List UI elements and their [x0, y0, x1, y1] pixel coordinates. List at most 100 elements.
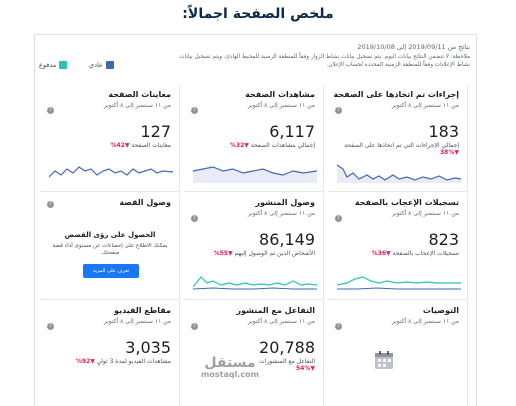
card-desc: إجمالي مشاهدات الصفحة ▼32%: [226, 142, 315, 149]
card-desc: مشاهدات الفيديو لمدة 3 ثوانٍ ▼92%: [72, 358, 171, 365]
legend-paid: مدفوع: [39, 61, 68, 69]
card-value: 6,117: [269, 122, 315, 141]
card-date: من ١١ سبتمبر إلى ٨ أكتوبر: [391, 210, 459, 217]
card-videos[interactable]: مقاطع الفيديو من ١١ سبتمبر إلى ٨ أكتوبر …: [41, 301, 180, 406]
info-icon[interactable]: i: [47, 107, 54, 114]
sparkline-line-organic: [193, 287, 317, 290]
card-title: التفاعل مع المنشور: [236, 306, 315, 315]
sparkline-area: [193, 167, 317, 183]
learn-more-button[interactable]: تعرف على المزيد: [83, 264, 139, 278]
card-likes[interactable]: تسجيلات الإعجاب بالصفحة من ١١ سبتمبر إلى…: [329, 193, 468, 300]
card-reach[interactable]: وصول المنشور من ١١ سبتمبر إلى ٨ أكتوبر i…: [185, 193, 324, 300]
card-desc-text: إجمالي الإجراءات التي تم اتخاذها على الص…: [344, 142, 459, 149]
info-icon[interactable]: i: [191, 107, 198, 114]
info-icon[interactable]: i: [335, 215, 342, 222]
card-title: التوصيات: [422, 306, 459, 315]
info-icon[interactable]: i: [191, 323, 198, 330]
card-desc: معاينات الصفحة ▼42%: [106, 142, 171, 149]
story-insights-heading: الحصول على رؤى القصص: [64, 231, 156, 239]
card-date: من ١١ سبتمبر إلى ٨ أكتوبر: [391, 318, 459, 325]
card-actions[interactable]: إجراءات تم اتخاذها على الصفحة من ١١ سبتم…: [329, 85, 468, 192]
card-title: وصول المنشور: [255, 198, 315, 207]
sparkline-chart: [193, 276, 317, 290]
change-badge: ▼54%: [296, 365, 315, 372]
down-arrow-icon: ▼: [124, 142, 130, 149]
card-desc-text: إجمالي مشاهدات الصفحة: [250, 142, 315, 149]
card-title: تسجيلات الإعجاب بالصفحة: [354, 198, 459, 207]
date-range: نتائج من 2019/09/11 إلى 2019/10/08: [357, 43, 470, 51]
down-arrow-icon: ▼: [227, 250, 233, 257]
down-arrow-icon: ▼: [244, 142, 249, 149]
card-desc-text: التفاعل مع المنشورات: [259, 358, 315, 365]
down-arrow-icon: ▼: [310, 365, 315, 372]
change-value: 42%: [110, 142, 125, 149]
down-arrow-icon: ▼: [454, 149, 459, 156]
card-value: 127: [140, 122, 171, 141]
story-insights-text: يمكنك الاطلاع على إحصاءات عن مستوى أداء …: [52, 243, 168, 256]
change-badge: ▼92%: [76, 358, 95, 365]
calendar-icon: [375, 351, 393, 369]
card-value: 183: [428, 122, 459, 141]
legend-organic: عادي: [89, 61, 114, 69]
card-value: 823: [428, 230, 459, 249]
card-date: من ١١ سبتمبر إلى ٨ أكتوبر: [391, 102, 459, 109]
change-value: 36%: [371, 250, 387, 257]
card-desc-text: معاينات الصفحة: [131, 142, 171, 149]
card-story-reach: وصول القصة i الحصول على رؤى القصص يمكنك …: [41, 193, 180, 300]
card-desc-text: مشاهدات الفيديو لمدة 3 ثوانٍ: [96, 358, 171, 365]
sparkline-area: [337, 165, 461, 183]
change-value: 92%: [75, 358, 91, 365]
down-arrow-icon: ▼: [386, 250, 391, 257]
down-arrow-icon: ▼: [90, 358, 95, 365]
sparkline-chart: [337, 164, 461, 183]
change-badge: ▼55%: [214, 250, 233, 257]
card-desc-text: الأشخاص الذين تم الوصول إليهم: [234, 250, 315, 257]
sparkline-chart: [337, 276, 461, 290]
info-icon[interactable]: i: [335, 323, 342, 330]
card-recommendations[interactable]: التوصيات من ١١ سبتمبر إلى ٨ أكتوبر i: [329, 301, 468, 406]
info-icon[interactable]: i: [335, 107, 342, 114]
info-icon[interactable]: i: [47, 201, 54, 208]
card-date: من ١١ سبتمبر إلى ٨ أكتوبر: [247, 102, 315, 109]
change-value: 32%: [229, 142, 245, 149]
change-value: 54%: [296, 365, 311, 372]
watermark: مستقل mostaql.com: [200, 356, 260, 379]
card-page-views[interactable]: مشاهدات الصفحة من ١١ سبتمبر إلى ٨ أكتوبر…: [185, 85, 324, 192]
card-desc-text: تسجيلات الإعجاب بالصفحة: [392, 250, 459, 257]
change-badge: ▼42%: [110, 142, 129, 149]
sparkline-line-organic: [337, 287, 461, 290]
sparkline-line: [337, 164, 461, 181]
data-note: ملاحظة: لا تتضمن النتائج بيانات اليوم. ي…: [179, 54, 470, 68]
change-value: 38%: [440, 149, 455, 156]
card-title: إجراءات تم اتخاذها على الصفحة: [333, 90, 459, 99]
sparkline-chart: [193, 166, 317, 183]
page-summary-panel: نتائج من 2019/09/11 إلى 2019/10/08 ملاحظ…: [34, 34, 477, 406]
sparkline-line-paid: [193, 276, 317, 288]
change-badge: ▼36%: [372, 250, 391, 257]
card-desc: تسجيلات الإعجاب بالصفحة ▼36%: [368, 250, 459, 257]
card-title: مشاهدات الصفحة: [245, 90, 315, 99]
change-value: 55%: [213, 250, 228, 257]
card-desc: إجمالي الإجراءات التي تم اتخاذها على الص…: [344, 142, 459, 156]
card-date: من ١١ سبتمبر إلى ٨ أكتوبر: [103, 102, 171, 109]
watermark-arabic: مستقل: [204, 355, 256, 371]
card-engagement[interactable]: التفاعل مع المنشور من ١١ سبتمبر إلى ٨ أك…: [185, 301, 324, 406]
card-value: 86,149: [259, 230, 315, 249]
info-icon[interactable]: i: [191, 215, 198, 222]
card-previews[interactable]: معاينات الصفحة من ١١ سبتمبر إلى ٨ أكتوبر…: [41, 85, 180, 192]
legend-paid-swatch: [59, 61, 68, 69]
legend-organic-swatch: [105, 61, 114, 69]
card-title: وصول القصة: [119, 198, 171, 207]
legend-paid-label: مدفوع: [39, 61, 57, 69]
watermark-latin: mostaql.com: [201, 370, 259, 379]
sparkline-line: [193, 166, 317, 176]
info-icon[interactable]: i: [47, 323, 54, 330]
card-value: 3,035: [125, 338, 171, 357]
change-badge: ▼38%: [440, 149, 459, 156]
change-badge: ▼32%: [230, 142, 249, 149]
card-date: من ١١ سبتمبر إلى ٨ أكتوبر: [247, 210, 315, 217]
card-date: من ١١ سبتمبر إلى ٨ أكتوبر: [247, 318, 315, 325]
sparkline-line: [49, 166, 173, 178]
card-title: معاينات الصفحة: [108, 90, 171, 99]
legend: عادي مدفوع: [39, 61, 139, 73]
